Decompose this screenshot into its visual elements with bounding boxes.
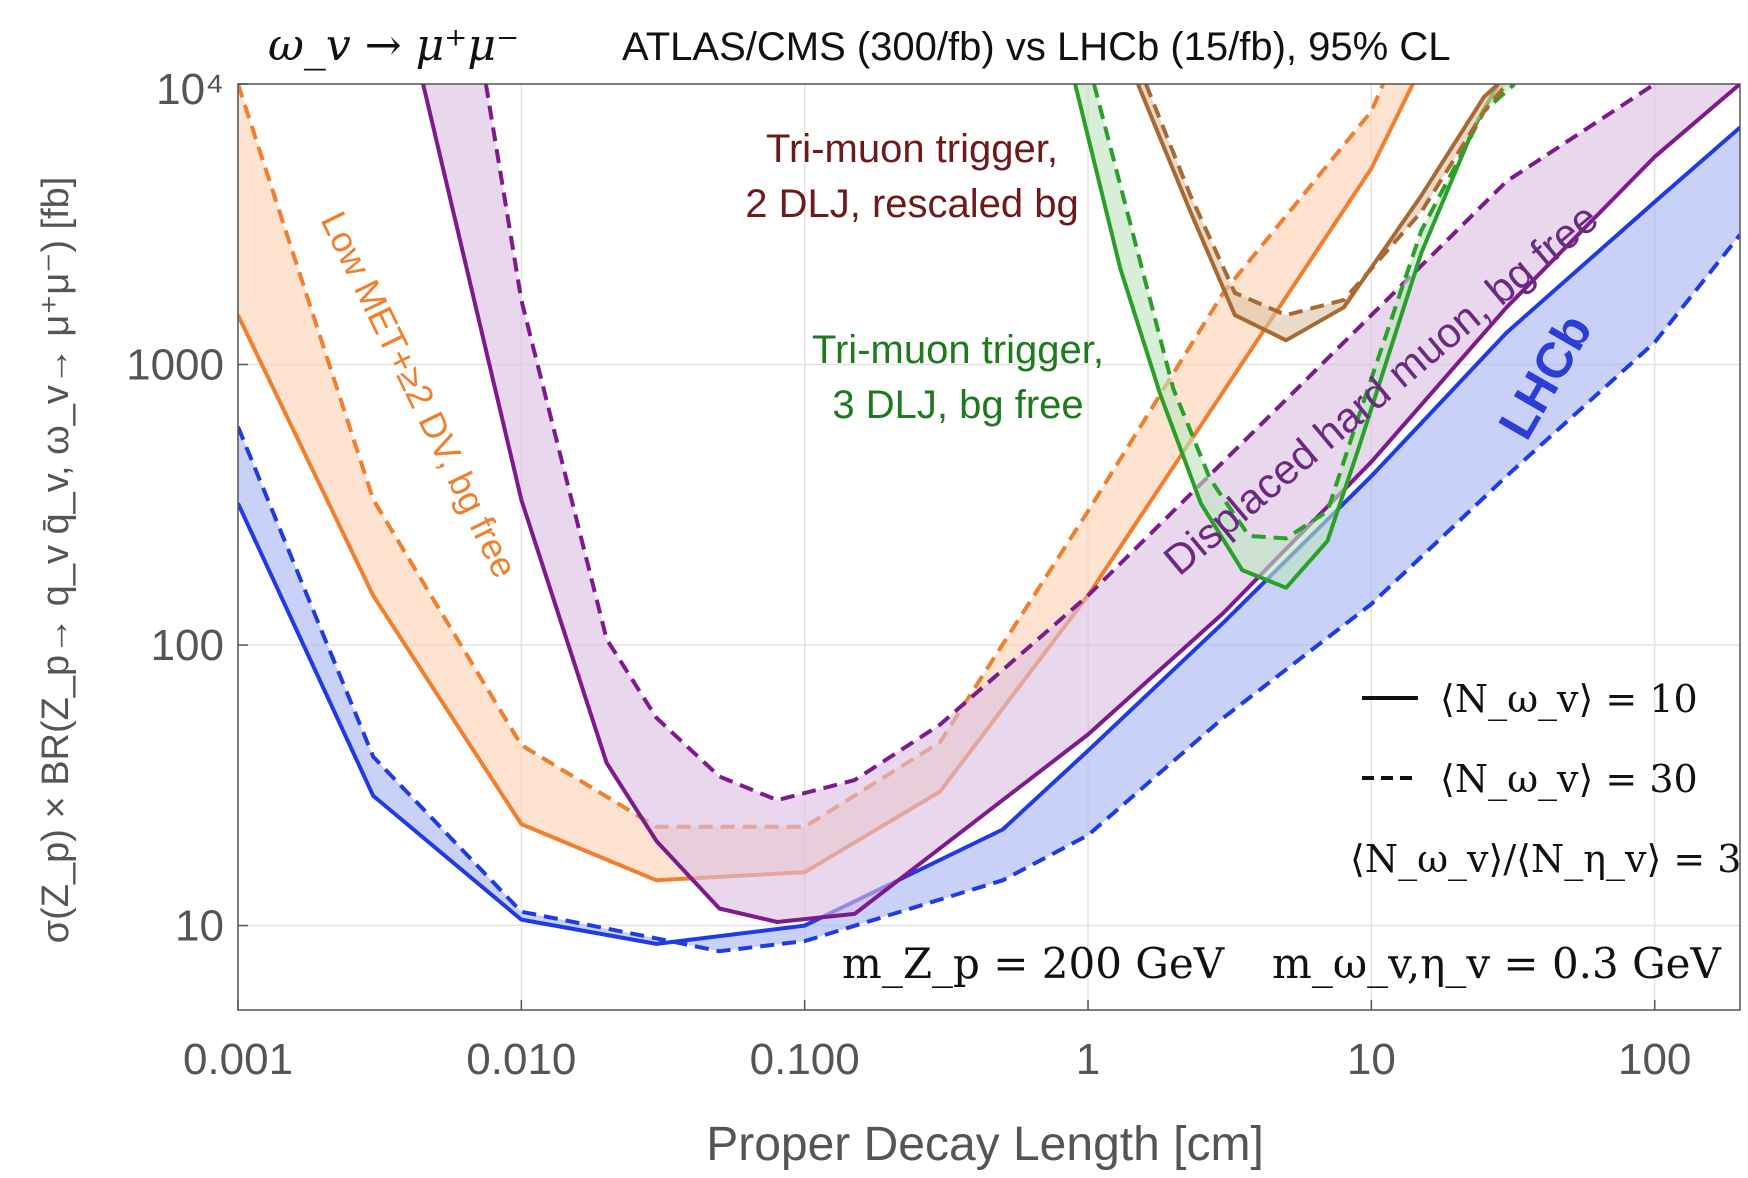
x-tick-label: 10 (1347, 1035, 1396, 1084)
chart-title: ω_v → μ⁺μ⁻ ATLAS/CMS (300/fb) vs LHCb (1… (268, 20, 1450, 71)
y-ticks: 10 100 1000 10⁴ (126, 65, 248, 951)
band-hardmuon-fill (423, 84, 1740, 922)
annotation-trimuon2-line1: Tri-muon trigger, (766, 127, 1058, 171)
bands (238, 84, 1740, 954)
series-trimuon3-n10 (1073, 84, 1500, 590)
series-trimuon2-n30 (1144, 84, 1509, 318)
x-tick-label: 0.001 (183, 1035, 293, 1084)
x-ticks: 0.001 0.010 0.100 1 10 100 (183, 1000, 1691, 1084)
x-tick-label: 1 (1076, 1035, 1100, 1084)
title-rest: ATLAS/CMS (300/fb) vs LHCb (15/fb), 95% … (622, 25, 1450, 69)
band-hardmuon (421, 84, 1740, 924)
legend-dashed-label: ⟨N_ω_v⟩ = 30 (1440, 757, 1698, 802)
x-tick-label: 0.100 (750, 1035, 860, 1084)
series-lhcb-n30 (238, 233, 1740, 954)
series-lhcb-n10 (238, 125, 1740, 946)
series-hardmuon-n30 (483, 84, 1656, 803)
annotation-trimuon2-line2: 2 DLJ, rescaled bg (745, 182, 1079, 226)
legend-ratio-note: ⟨N_ω_v⟩/⟨N_η_v⟩ = 3 (1350, 837, 1741, 882)
band-lhcb-fill (238, 127, 1740, 952)
plot-frame (237, 83, 1741, 1011)
x-tick-label: 0.010 (466, 1035, 576, 1084)
x-axis-label: Proper Decay Length [cm] (706, 1118, 1264, 1171)
series-hardmuon-n10 (421, 84, 1740, 924)
y-tick-label: 10 (175, 902, 224, 951)
series-trimuon3-n30 (1092, 84, 1516, 541)
x-tick-label: 100 (1618, 1035, 1691, 1084)
legend: ⟨N_ω_v⟩ = 10 ⟨N_ω_v⟩ = 30 ⟨N_ω_v⟩/⟨N_η_v… (1350, 677, 1741, 882)
annotation-trimuon3-line1: Tri-muon trigger, (812, 328, 1104, 372)
annotation-trimuon3: Tri-muon trigger, 3 DLJ, bg free (812, 328, 1104, 427)
title-process: ω_v → μ⁺μ⁻ (268, 20, 519, 71)
y-axis-label: σ(Z_p) × BR(Z_p→ q_v q̄_v, ω_v→ μ⁺μ⁻) [f… (35, 177, 77, 944)
y-tick-label: 10⁴ (156, 65, 224, 114)
y-tick-label: 100 (151, 621, 224, 670)
band-lhcb (238, 125, 1740, 954)
series-trimuon2-n10 (1136, 84, 1500, 343)
band-trimuon2 (1136, 84, 1509, 343)
annotation-trimuon3-line2: 3 DLJ, bg free (832, 383, 1083, 427)
mass-omega-label: m_ω_v,η_v = 0.3 GeV (1272, 939, 1722, 988)
band-trimuon3 (1073, 84, 1516, 590)
annotation-trimuon2: Tri-muon trigger, 2 DLJ, rescaled bg (745, 127, 1079, 226)
legend-solid-label: ⟨N_ω_v⟩ = 10 (1440, 677, 1698, 722)
y-tick-label: 1000 (126, 341, 224, 390)
mass-zp-label: m_Z_p = 200 GeV (842, 939, 1225, 988)
